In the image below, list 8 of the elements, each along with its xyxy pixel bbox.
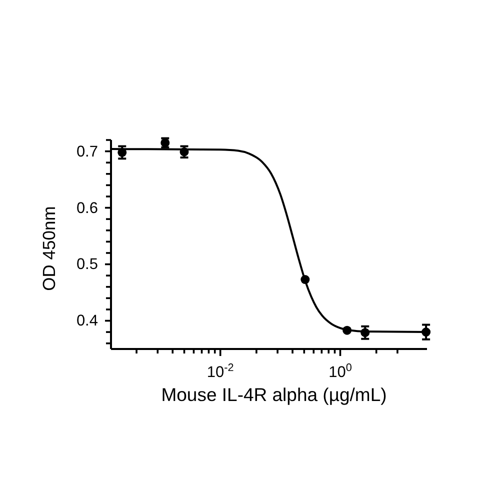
x-axis-title: Mouse IL-4R alpha (µg/mL) [161,384,387,405]
x-tick-label: 10$^{0}$ [328,362,352,381]
y-tick-label: 0.7 [76,143,98,160]
x-tick-label: 10$^{-2}$ [206,362,234,381]
y-tick-label: 0.4 [76,312,98,330]
y-tick-label: 0.6 [76,200,98,217]
y-tick-label: 0.5 [76,256,98,274]
y-axis-title: OD 450nm [39,206,59,291]
